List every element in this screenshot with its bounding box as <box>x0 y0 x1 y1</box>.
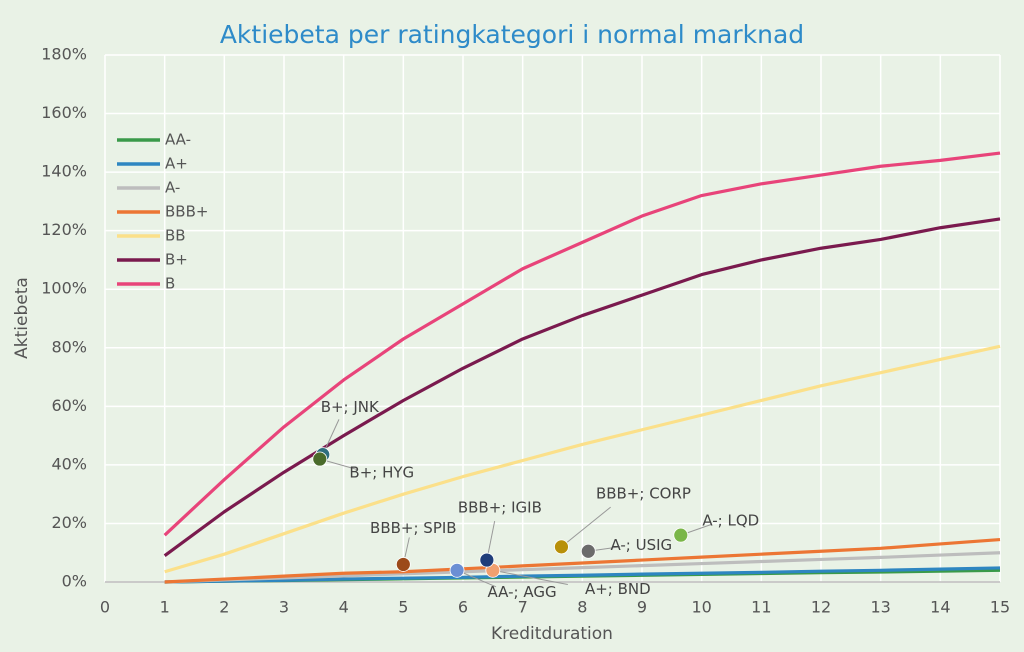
y-tick-label: 160% <box>41 103 87 122</box>
y-tick-label: 140% <box>41 162 87 181</box>
legend-label: B+ <box>165 251 188 269</box>
point-label: B+; JNK <box>321 398 380 416</box>
point-label: BBB+; IGIB <box>458 499 542 517</box>
x-tick-label: 13 <box>870 598 890 617</box>
y-axis-title: Aktiebeta <box>12 277 32 359</box>
y-tick-label: 100% <box>41 279 87 298</box>
x-tick-label: 12 <box>811 598 831 617</box>
scatter-point <box>580 543 596 559</box>
x-tick-label: 9 <box>637 598 647 617</box>
point-label: BBB+; SPIB <box>370 519 457 537</box>
x-tick-label: 5 <box>398 598 408 617</box>
leader-line <box>492 569 568 586</box>
x-tick-label: 1 <box>160 598 170 617</box>
y-tick-label: 40% <box>51 454 87 473</box>
y-tick-label: 60% <box>51 396 87 415</box>
point-label: BBB+; CORP <box>596 484 691 502</box>
scatter-point <box>395 557 411 572</box>
series-line <box>164 566 1001 584</box>
chart-title: Aktiebeta per ratingkategori i normal ma… <box>220 20 804 49</box>
x-tick-label: 7 <box>518 598 528 617</box>
series-line <box>163 217 1001 557</box>
x-tick-label: 2 <box>219 598 229 617</box>
legend-label: A- <box>165 179 180 197</box>
point-label: A+; BND <box>585 580 651 598</box>
point-label: B+; HYG <box>349 464 414 482</box>
x-tick-label: 11 <box>751 598 771 617</box>
scatter-point <box>449 562 465 578</box>
point-label: A-; LQD <box>702 512 759 530</box>
x-tick-label: 0 <box>100 598 110 617</box>
scatter-point <box>312 451 328 467</box>
x-tick-label: 4 <box>339 598 349 617</box>
point-label: A-; USIG <box>610 536 672 554</box>
legend-label: AA- <box>165 131 191 149</box>
x-axis-title: Kreditduration <box>491 624 613 644</box>
legend-label: A+ <box>165 155 188 173</box>
x-tick-label: 3 <box>279 598 289 617</box>
legend-label: B <box>165 275 175 293</box>
x-tick-label: 10 <box>691 598 711 617</box>
series-line <box>164 344 1001 574</box>
leader-line <box>561 506 611 548</box>
series-line <box>164 537 1001 584</box>
legend-label: BB <box>165 227 186 245</box>
x-tick-label: 8 <box>577 598 587 617</box>
scatter-point <box>673 527 689 543</box>
y-tick-label: 80% <box>51 337 87 356</box>
scatter-point <box>479 552 495 568</box>
y-tick-label: 120% <box>41 220 87 239</box>
legend-label: BBB+ <box>165 203 208 221</box>
y-tick-label: 0% <box>62 572 87 591</box>
x-tick-label: 6 <box>458 598 468 617</box>
y-tick-label: 20% <box>51 513 87 532</box>
scatter-point <box>554 539 569 555</box>
x-tick-label: 14 <box>930 598 950 617</box>
y-tick-label: 180% <box>41 45 87 64</box>
series-line <box>164 551 1001 584</box>
series-line <box>163 151 1001 537</box>
point-label: AA-; AGG <box>487 583 556 601</box>
x-tick-label: 15 <box>990 598 1010 617</box>
